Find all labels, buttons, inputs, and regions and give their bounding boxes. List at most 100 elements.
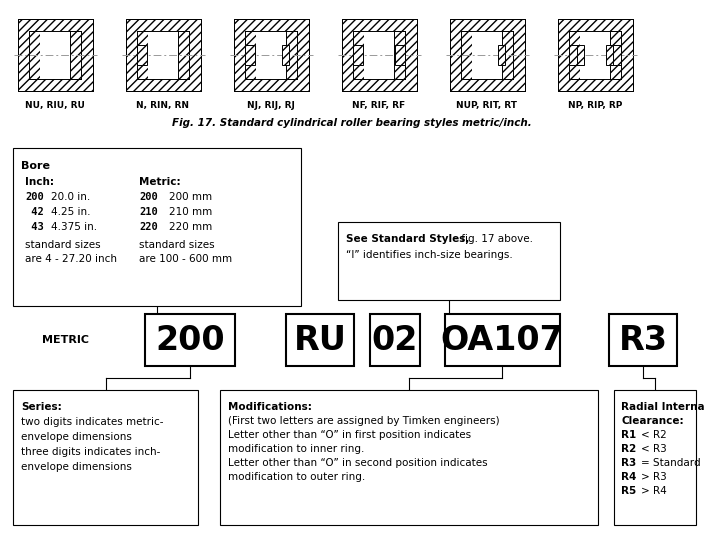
- Bar: [449, 19, 524, 91]
- Bar: [29, 31, 81, 80]
- Bar: [558, 19, 632, 91]
- Bar: [614, 390, 696, 525]
- Text: R2: R2: [621, 444, 636, 454]
- Text: NP, RIP, RP: NP, RIP, RP: [568, 101, 622, 110]
- Text: Radial Internal: Radial Internal: [621, 402, 704, 412]
- Bar: [149, 31, 177, 80]
- Text: “I” identifies inch-size bearings.: “I” identifies inch-size bearings.: [346, 250, 513, 260]
- Text: See Standard Styles,: See Standard Styles,: [346, 234, 470, 244]
- Text: 210 mm: 210 mm: [169, 207, 212, 217]
- Bar: [256, 31, 286, 80]
- Bar: [286, 31, 297, 80]
- Text: 4.25 in.: 4.25 in.: [51, 207, 91, 217]
- Bar: [137, 31, 189, 80]
- Text: 220: 220: [139, 222, 158, 232]
- Bar: [472, 31, 502, 80]
- Bar: [234, 19, 308, 91]
- Text: 200: 200: [25, 192, 44, 202]
- Text: 42: 42: [25, 207, 44, 217]
- Bar: [370, 314, 420, 366]
- Bar: [13, 148, 301, 306]
- Bar: [569, 45, 579, 65]
- Bar: [220, 390, 598, 525]
- Bar: [605, 45, 612, 65]
- Text: R5: R5: [621, 486, 636, 496]
- Bar: [612, 45, 621, 65]
- Text: 4.375 in.: 4.375 in.: [51, 222, 97, 232]
- Text: modification to outer ring.: modification to outer ring.: [228, 472, 365, 482]
- Bar: [610, 31, 621, 80]
- Text: are 100 - 600 mm: are 100 - 600 mm: [139, 254, 232, 264]
- Text: = Standard: = Standard: [641, 458, 700, 468]
- Bar: [353, 31, 406, 80]
- Text: OA107: OA107: [441, 323, 563, 357]
- Bar: [341, 19, 417, 91]
- Text: fig. 17 above.: fig. 17 above.: [458, 234, 533, 244]
- Text: 220 mm: 220 mm: [169, 222, 212, 232]
- Text: R3: R3: [621, 458, 636, 468]
- Bar: [396, 45, 406, 65]
- Text: Clearance:: Clearance:: [621, 416, 684, 426]
- Text: > R4: > R4: [641, 486, 667, 496]
- Text: Inch:: Inch:: [25, 177, 54, 187]
- Bar: [40, 31, 70, 80]
- Bar: [353, 31, 364, 80]
- Text: 200: 200: [139, 192, 158, 202]
- Bar: [569, 31, 621, 80]
- Bar: [125, 19, 201, 91]
- Bar: [13, 390, 198, 525]
- Text: R4: R4: [621, 472, 636, 482]
- Text: two digits indicates metric-: two digits indicates metric-: [21, 417, 163, 427]
- Bar: [137, 31, 149, 80]
- Bar: [609, 314, 677, 366]
- Text: Modifications:: Modifications:: [228, 402, 312, 412]
- Text: Metric:: Metric:: [139, 177, 181, 187]
- Text: 02: 02: [372, 323, 418, 357]
- Text: three digits indicates inch-: three digits indicates inch-: [21, 447, 161, 457]
- Bar: [282, 45, 289, 65]
- Text: Bore: Bore: [21, 161, 50, 171]
- Bar: [18, 19, 92, 91]
- Text: Letter other than “O” in first position indicates: Letter other than “O” in first position …: [228, 430, 471, 440]
- Text: R1: R1: [621, 430, 636, 440]
- Bar: [29, 31, 40, 80]
- Text: 200: 200: [155, 323, 225, 357]
- Text: are 4 - 27.20 inch: are 4 - 27.20 inch: [25, 254, 117, 264]
- Bar: [502, 31, 513, 80]
- Text: < R3: < R3: [641, 444, 667, 454]
- Bar: [449, 19, 524, 91]
- Bar: [353, 45, 363, 65]
- Bar: [286, 314, 354, 366]
- Bar: [558, 19, 632, 91]
- Text: (First two letters are assigned by Timken engineers): (First two letters are assigned by Timke…: [228, 416, 500, 426]
- Bar: [18, 19, 92, 91]
- Bar: [460, 31, 513, 80]
- Bar: [70, 31, 81, 80]
- Text: NJ, RIJ, RJ: NJ, RIJ, RJ: [247, 101, 295, 110]
- Bar: [125, 19, 201, 91]
- Bar: [245, 31, 256, 80]
- Bar: [137, 45, 146, 65]
- Text: envelope dimensions: envelope dimensions: [21, 432, 132, 442]
- Text: METRIC: METRIC: [42, 335, 89, 345]
- Text: 43: 43: [25, 222, 44, 232]
- Text: Fig. 17. Standard cylindrical roller bearing styles metric/inch.: Fig. 17. Standard cylindrical roller bea…: [172, 118, 532, 128]
- Bar: [498, 45, 505, 65]
- Text: Letter other than “O” in second position indicates: Letter other than “O” in second position…: [228, 458, 488, 468]
- Bar: [580, 31, 610, 80]
- Bar: [364, 31, 394, 80]
- Bar: [394, 31, 406, 80]
- Bar: [234, 19, 308, 91]
- Text: standard sizes: standard sizes: [25, 240, 101, 250]
- Text: NF, RIF, RF: NF, RIF, RF: [353, 101, 406, 110]
- Text: NUP, RIT, RT: NUP, RIT, RT: [456, 101, 517, 110]
- Bar: [177, 31, 189, 80]
- Text: 200 mm: 200 mm: [169, 192, 212, 202]
- Text: standard sizes: standard sizes: [139, 240, 215, 250]
- Bar: [245, 31, 297, 80]
- Bar: [569, 31, 580, 80]
- Bar: [245, 45, 255, 65]
- Text: N, RIN, RN: N, RIN, RN: [137, 101, 189, 110]
- Bar: [341, 19, 417, 91]
- Bar: [444, 314, 560, 366]
